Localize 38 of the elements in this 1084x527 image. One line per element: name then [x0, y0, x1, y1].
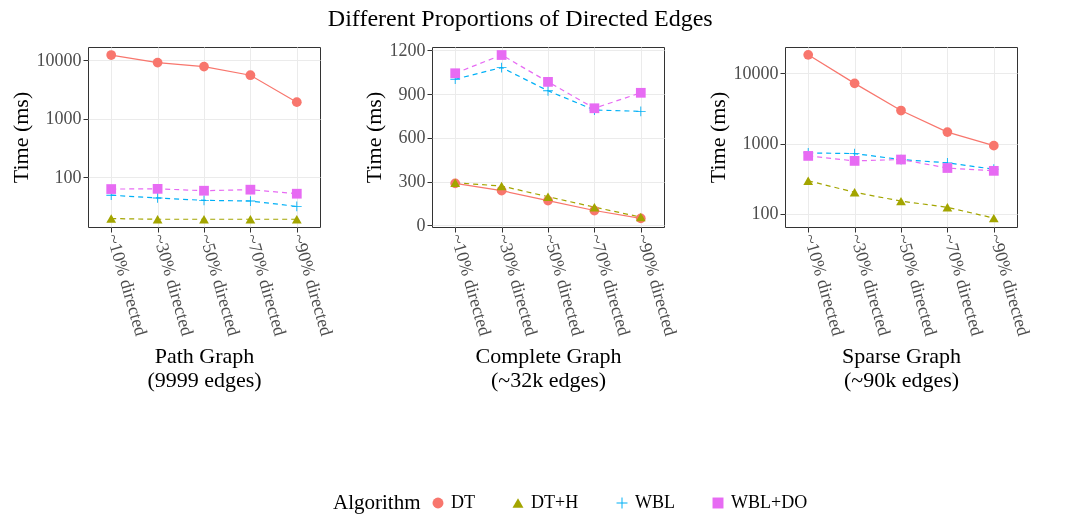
- legend-label: DT+H: [531, 492, 579, 512]
- x-tick-label: ~10% directed: [447, 231, 496, 339]
- y-tick-label: 100: [54, 166, 82, 187]
- y-tick-label: 100: [751, 203, 779, 224]
- y-axis-title: Time (ms): [704, 91, 730, 184]
- y-tick-label: 900: [398, 83, 426, 104]
- x-tick-label: ~10% directed: [103, 231, 152, 339]
- legend-label: DT: [451, 492, 475, 512]
- x-tick-label: ~30% directed: [149, 231, 198, 339]
- x-axis-title: Complete Graph (~32k edges): [475, 343, 622, 393]
- x-tick-label: ~70% directed: [242, 231, 291, 339]
- y-tick-label: 1000: [742, 133, 779, 154]
- legend-label: WBL+DO: [731, 492, 808, 512]
- legend-label: WBL: [635, 492, 675, 512]
- x-tick-label: ~30% directed: [846, 231, 895, 339]
- x-tick-label: ~90% directed: [288, 231, 337, 339]
- y-tick-label: 10000: [36, 49, 82, 70]
- y-axis-title: Time (ms): [7, 91, 33, 184]
- x-tick-label: ~10% directed: [800, 231, 849, 339]
- y-tick-label: 10000: [733, 62, 779, 83]
- x-tick-label: ~50% directed: [892, 231, 942, 339]
- y-tick-label: 300: [398, 171, 426, 192]
- y-axis-title: Time (ms): [360, 91, 386, 184]
- x-axis-title: Sparse Graph (~90k edges): [841, 343, 962, 393]
- y-tick-label: 0: [416, 214, 426, 235]
- y-tick-label: 1000: [45, 108, 82, 129]
- x-tick-label: ~50% directed: [539, 231, 589, 339]
- x-axis-title: Path Graph (9999 edges): [147, 343, 262, 393]
- chart-title: Different Proportions of Directed Edges: [327, 4, 713, 31]
- x-tick-label: ~50% directed: [195, 231, 245, 339]
- y-tick-label: 600: [398, 127, 426, 148]
- x-tick-label: ~30% directed: [493, 231, 542, 339]
- x-tick-label: ~70% directed: [586, 231, 635, 339]
- y-tick-label: 1200: [389, 39, 426, 60]
- legend-title: Algorithm: [333, 490, 421, 514]
- x-tick-label: ~90% directed: [985, 231, 1034, 339]
- x-tick-label: ~90% directed: [632, 231, 681, 339]
- x-tick-label: ~70% directed: [939, 231, 988, 339]
